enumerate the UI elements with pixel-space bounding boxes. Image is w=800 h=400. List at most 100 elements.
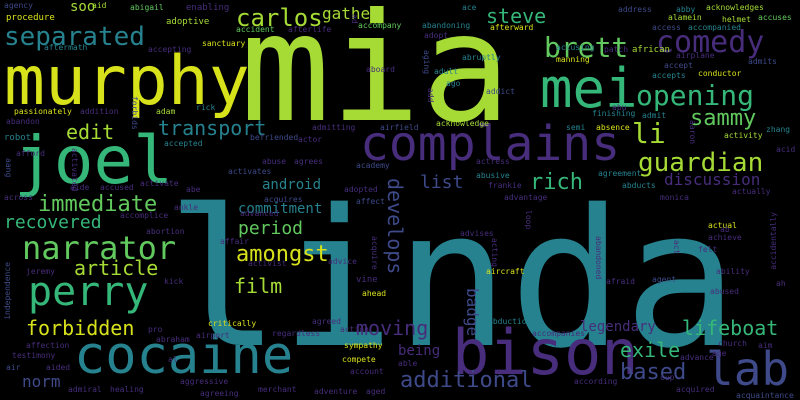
word-air: air bbox=[6, 363, 21, 372]
word-aftermath: aftermath bbox=[44, 43, 88, 52]
word-adventure: adventure bbox=[314, 387, 358, 396]
word-frankie: frankie bbox=[488, 181, 522, 190]
word-ankle: ankle bbox=[174, 203, 199, 212]
word-acknowledges: acknowledges bbox=[706, 3, 764, 12]
word-according: according bbox=[574, 377, 618, 386]
word-acting: acting bbox=[490, 238, 499, 267]
word-advanced: advanced bbox=[240, 209, 279, 218]
word-aging: aging bbox=[422, 50, 431, 75]
word-able: able bbox=[398, 359, 418, 368]
word-advantage: advantage bbox=[504, 193, 548, 202]
word-aaron: aaron bbox=[688, 120, 697, 145]
word-befriended: befriended bbox=[250, 133, 299, 142]
word-abandoning: abandoning bbox=[422, 21, 471, 30]
word-afterward: afterward bbox=[490, 23, 534, 32]
word-actress: actress bbox=[476, 157, 510, 166]
word-cocaine: cocaine bbox=[74, 326, 294, 386]
word-finishing: finishing bbox=[592, 109, 636, 118]
word-narrator: narrator bbox=[22, 229, 177, 267]
word-accepted: accepted bbox=[164, 139, 203, 148]
word-act: act bbox=[672, 240, 681, 255]
word-abortion: abortion bbox=[146, 227, 185, 236]
word-compete: compete bbox=[342, 355, 376, 364]
word-aide: aide bbox=[70, 183, 90, 192]
word-exile: exile bbox=[620, 338, 681, 362]
word-accepts: accepts bbox=[652, 71, 686, 80]
word-admits: admits bbox=[748, 57, 777, 66]
word-account: account bbox=[350, 367, 384, 376]
word-aircraft: aircraft bbox=[486, 267, 525, 276]
word-acquire: acquire bbox=[370, 236, 379, 270]
word-airfield: airfield bbox=[380, 123, 419, 132]
word-actually: actually bbox=[732, 187, 771, 196]
word-regardless: regardless bbox=[272, 329, 321, 338]
word-afford: afford bbox=[16, 149, 45, 158]
word-norm: norm bbox=[22, 372, 61, 391]
word-accompanies: accompanies bbox=[532, 329, 585, 338]
word-amongst: amongst bbox=[236, 242, 329, 267]
word-separated: separated bbox=[4, 22, 145, 52]
word-aged: aged bbox=[366, 387, 386, 396]
word-afraid: afraid bbox=[606, 277, 635, 286]
word-agreed: agreed bbox=[312, 317, 341, 326]
word-enabling: enabling bbox=[186, 3, 230, 13]
word-accepting: accepting bbox=[148, 45, 192, 54]
word-patch: patch bbox=[604, 45, 629, 54]
word-pro: pro bbox=[148, 325, 163, 334]
word-monica: monica bbox=[660, 193, 689, 202]
word-li: li bbox=[632, 117, 666, 150]
word-abducts: abducts bbox=[622, 181, 656, 190]
word-aim: aim bbox=[758, 341, 773, 350]
word-conductor: conductor bbox=[698, 69, 742, 78]
word-add: add bbox=[426, 88, 435, 103]
word-admit: admit bbox=[642, 111, 667, 120]
word-ad: ad bbox=[350, 14, 359, 24]
word-acquired: acquired bbox=[676, 385, 715, 394]
word-legendary: legendary bbox=[580, 319, 656, 335]
word-access: access bbox=[652, 23, 681, 32]
word-acid: acid bbox=[776, 145, 796, 154]
word-abduction: abduction bbox=[488, 317, 532, 326]
word-immediate: immediate bbox=[38, 192, 158, 217]
word-brett: brett bbox=[544, 31, 629, 64]
word-aang: aang bbox=[4, 158, 13, 178]
word-airport: airport bbox=[196, 331, 230, 340]
word-android: android bbox=[262, 177, 322, 193]
word-list: list bbox=[420, 172, 464, 193]
word-advice: advice bbox=[328, 257, 357, 266]
word-merchant: merchant bbox=[258, 385, 297, 394]
word-healing: healing bbox=[110, 385, 144, 394]
word-cup: cup bbox=[660, 373, 675, 382]
word-activist: activist bbox=[248, 259, 287, 268]
word-steve: steve bbox=[486, 4, 547, 28]
word-kick: kick bbox=[164, 277, 184, 286]
word-accused: accused bbox=[100, 183, 134, 192]
word-vine: vine bbox=[356, 275, 378, 285]
word-felt: felt bbox=[698, 245, 718, 254]
word-aid: aid bbox=[92, 1, 107, 10]
word-agrees: agrees bbox=[294, 157, 323, 166]
word-recovered: recovered bbox=[4, 212, 102, 233]
word-guardian: guardian bbox=[638, 148, 764, 178]
word-soo: soo bbox=[70, 0, 96, 15]
word-accuses: accuses bbox=[758, 13, 792, 22]
word-abraham: abraham bbox=[156, 335, 190, 344]
word-abe: abe bbox=[186, 185, 201, 194]
word-addict: addict bbox=[486, 87, 515, 96]
word-adam: adam bbox=[156, 107, 176, 116]
word-admiral: admiral bbox=[68, 385, 102, 394]
word-forbids: forbids bbox=[130, 96, 139, 130]
word-abu: abu bbox=[612, 103, 627, 112]
word-abby: abby bbox=[676, 5, 696, 14]
word-develops: develops bbox=[383, 178, 407, 275]
word-edit: edit bbox=[66, 120, 115, 144]
word-advance: advance bbox=[680, 353, 714, 362]
word-activates: activates bbox=[228, 167, 272, 176]
word-comedy: comedy bbox=[656, 25, 765, 60]
word-semi: semi bbox=[566, 123, 586, 132]
word-actor: actor bbox=[298, 135, 323, 144]
word-across: across bbox=[4, 193, 33, 202]
word-adoptive: adoptive bbox=[166, 17, 210, 27]
word-sammy: sammy bbox=[690, 106, 757, 131]
word-article: article bbox=[74, 256, 159, 280]
